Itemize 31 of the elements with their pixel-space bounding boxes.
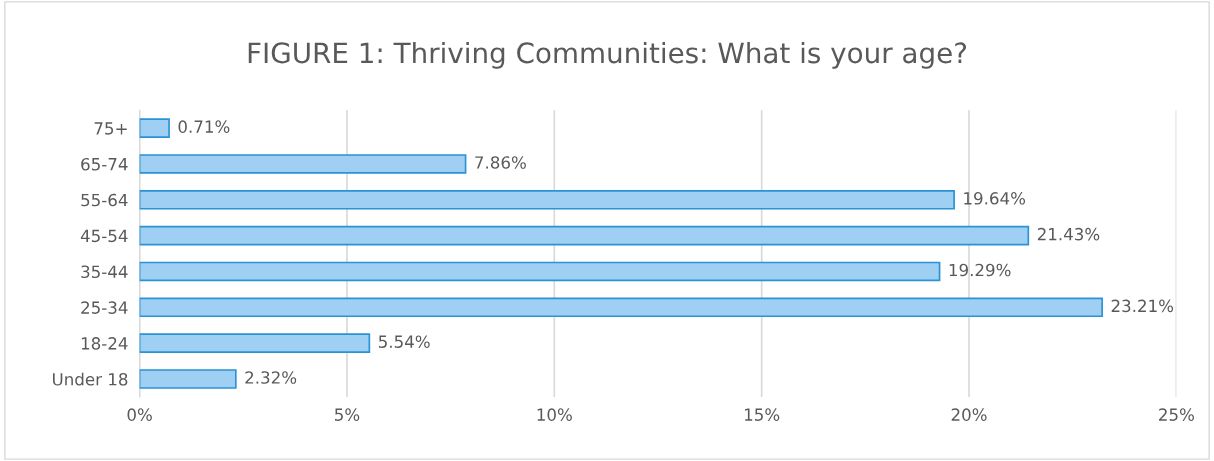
y-tick-label: 45-54	[80, 229, 128, 243]
y-tick-label: 18-24	[81, 337, 128, 350]
bar	[139, 261, 941, 282]
bar	[139, 333, 371, 353]
x-tick-label: 15%	[744, 408, 780, 421]
data-label: 19.29%	[949, 263, 1011, 277]
y-tick-label: 25-34	[81, 301, 128, 314]
data-label: 7.86%	[475, 156, 526, 169]
data-label: 5.54%	[378, 335, 430, 348]
x-tick-label: 25%	[1159, 408, 1194, 421]
bar	[139, 225, 1030, 246]
bar	[139, 297, 1103, 318]
x-tick-label: 10%	[537, 408, 572, 421]
y-tick-label: Under 18	[52, 372, 128, 386]
data-label: 21.43%	[1037, 227, 1100, 241]
x-tick-label: 5%	[335, 408, 360, 421]
x-tick-label: 0%	[127, 408, 152, 421]
data-label: 2.32%	[245, 371, 297, 384]
y-tick-label: 75+	[94, 122, 127, 135]
y-tick-label: 35-44	[81, 265, 128, 279]
bar	[139, 369, 237, 389]
chart-title: FIGURE 1: Thriving Communities: What is your age?	[248, 41, 967, 69]
data-label: 19.64%	[964, 192, 1026, 205]
bar	[139, 189, 955, 210]
y-tick-label: 55-64	[81, 193, 128, 207]
data-label: 0.71%	[178, 120, 230, 133]
x-tick-label: 20%	[951, 408, 987, 421]
y-tick-label: 65-74	[81, 157, 128, 171]
bar	[139, 118, 170, 138]
data-label: 23.21%	[1111, 299, 1174, 313]
bar	[139, 154, 467, 174]
